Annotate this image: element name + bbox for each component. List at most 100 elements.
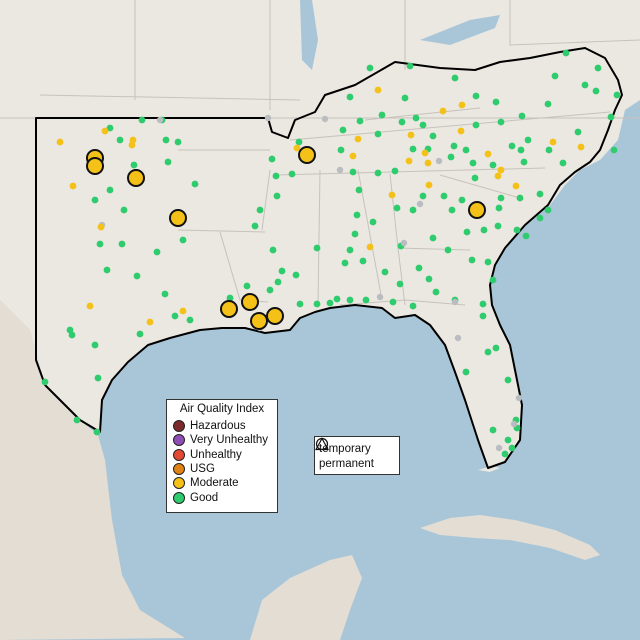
good-site-marker[interactable] [559, 159, 567, 167]
good-site-marker[interactable] [497, 194, 505, 202]
good-site-marker[interactable] [333, 295, 341, 303]
good-site-marker[interactable] [517, 146, 525, 154]
good-site-marker[interactable] [256, 206, 264, 214]
no-data-site-marker[interactable] [435, 157, 443, 165]
good-site-marker[interactable] [398, 118, 406, 126]
good-site-marker[interactable] [551, 72, 559, 80]
good-site-marker[interactable] [440, 192, 448, 200]
good-site-marker[interactable] [469, 159, 477, 167]
moderate-site-marker[interactable] [421, 149, 429, 157]
moderate-temporary-site-marker[interactable] [468, 201, 486, 219]
good-site-marker[interactable] [479, 312, 487, 320]
good-site-marker[interactable] [355, 186, 363, 194]
good-site-marker[interactable] [94, 374, 102, 382]
good-site-marker[interactable] [504, 376, 512, 384]
good-site-marker[interactable] [171, 312, 179, 320]
good-site-marker[interactable] [412, 114, 420, 122]
moderate-temporary-site-marker[interactable] [86, 157, 104, 175]
good-site-marker[interactable] [594, 64, 602, 72]
good-site-marker[interactable] [313, 300, 321, 308]
good-site-marker[interactable] [93, 428, 101, 436]
good-site-marker[interactable] [489, 426, 497, 434]
good-site-marker[interactable] [269, 246, 277, 254]
good-site-marker[interactable] [272, 172, 280, 180]
good-site-marker[interactable] [480, 226, 488, 234]
good-site-marker[interactable] [353, 211, 361, 219]
good-site-marker[interactable] [471, 174, 479, 182]
moderate-site-marker[interactable] [439, 107, 447, 115]
good-site-marker[interactable] [462, 146, 470, 154]
good-site-marker[interactable] [401, 94, 409, 102]
good-site-marker[interactable] [130, 161, 138, 169]
good-site-marker[interactable] [153, 248, 161, 256]
no-data-site-marker[interactable] [400, 239, 408, 247]
good-site-marker[interactable] [562, 49, 570, 57]
good-site-marker[interactable] [341, 259, 349, 267]
good-site-marker[interactable] [378, 111, 386, 119]
good-site-marker[interactable] [524, 136, 532, 144]
good-site-marker[interactable] [501, 450, 509, 458]
good-site-marker[interactable] [513, 226, 521, 234]
good-site-marker[interactable] [162, 136, 170, 144]
moderate-site-marker[interactable] [366, 243, 374, 251]
good-site-marker[interactable] [484, 348, 492, 356]
good-site-marker[interactable] [448, 206, 456, 214]
good-site-marker[interactable] [346, 296, 354, 304]
good-site-marker[interactable] [91, 341, 99, 349]
good-site-marker[interactable] [462, 368, 470, 376]
good-site-marker[interactable] [409, 302, 417, 310]
moderate-site-marker[interactable] [86, 302, 94, 310]
good-site-marker[interactable] [497, 118, 505, 126]
moderate-site-marker[interactable] [179, 307, 187, 315]
moderate-site-marker[interactable] [424, 159, 432, 167]
good-site-marker[interactable] [374, 130, 382, 138]
good-site-marker[interactable] [592, 87, 600, 95]
good-site-marker[interactable] [492, 98, 500, 106]
moderate-temporary-site-marker[interactable] [298, 146, 316, 164]
good-site-marker[interactable] [610, 146, 618, 154]
good-site-marker[interactable] [292, 271, 300, 279]
no-data-site-marker[interactable] [156, 116, 164, 124]
good-site-marker[interactable] [389, 298, 397, 306]
moderate-site-marker[interactable] [349, 152, 357, 160]
good-site-marker[interactable] [492, 344, 500, 352]
good-site-marker[interactable] [251, 222, 259, 230]
good-site-marker[interactable] [346, 93, 354, 101]
good-site-marker[interactable] [463, 228, 471, 236]
good-site-marker[interactable] [484, 258, 492, 266]
good-site-marker[interactable] [243, 282, 251, 290]
good-site-marker[interactable] [164, 158, 172, 166]
moderate-site-marker[interactable] [497, 166, 505, 174]
good-site-marker[interactable] [472, 121, 480, 129]
no-data-site-marker[interactable] [454, 334, 462, 342]
good-site-marker[interactable] [337, 146, 345, 154]
moderate-site-marker[interactable] [407, 131, 415, 139]
good-site-marker[interactable] [419, 121, 427, 129]
moderate-site-marker[interactable] [512, 182, 520, 190]
good-site-marker[interactable] [346, 246, 354, 254]
good-site-marker[interactable] [607, 113, 615, 121]
good-site-marker[interactable] [288, 170, 296, 178]
good-site-marker[interactable] [133, 272, 141, 280]
moderate-site-marker[interactable] [129, 136, 137, 144]
good-site-marker[interactable] [494, 222, 502, 230]
good-site-marker[interactable] [406, 62, 414, 70]
good-site-marker[interactable] [516, 194, 524, 202]
good-site-marker[interactable] [444, 246, 452, 254]
no-data-site-marker[interactable] [515, 394, 523, 402]
good-site-marker[interactable] [138, 116, 146, 124]
good-site-marker[interactable] [429, 234, 437, 242]
good-site-marker[interactable] [520, 158, 528, 166]
good-site-marker[interactable] [391, 167, 399, 175]
good-site-marker[interactable] [116, 136, 124, 144]
moderate-site-marker[interactable] [69, 182, 77, 190]
moderate-site-marker[interactable] [577, 143, 585, 151]
good-site-marker[interactable] [425, 275, 433, 283]
good-site-marker[interactable] [191, 180, 199, 188]
good-site-marker[interactable] [381, 268, 389, 276]
moderate-site-marker[interactable] [484, 150, 492, 158]
moderate-site-marker[interactable] [374, 86, 382, 94]
moderate-temporary-site-marker[interactable] [266, 307, 284, 325]
no-data-site-marker[interactable] [416, 200, 424, 208]
